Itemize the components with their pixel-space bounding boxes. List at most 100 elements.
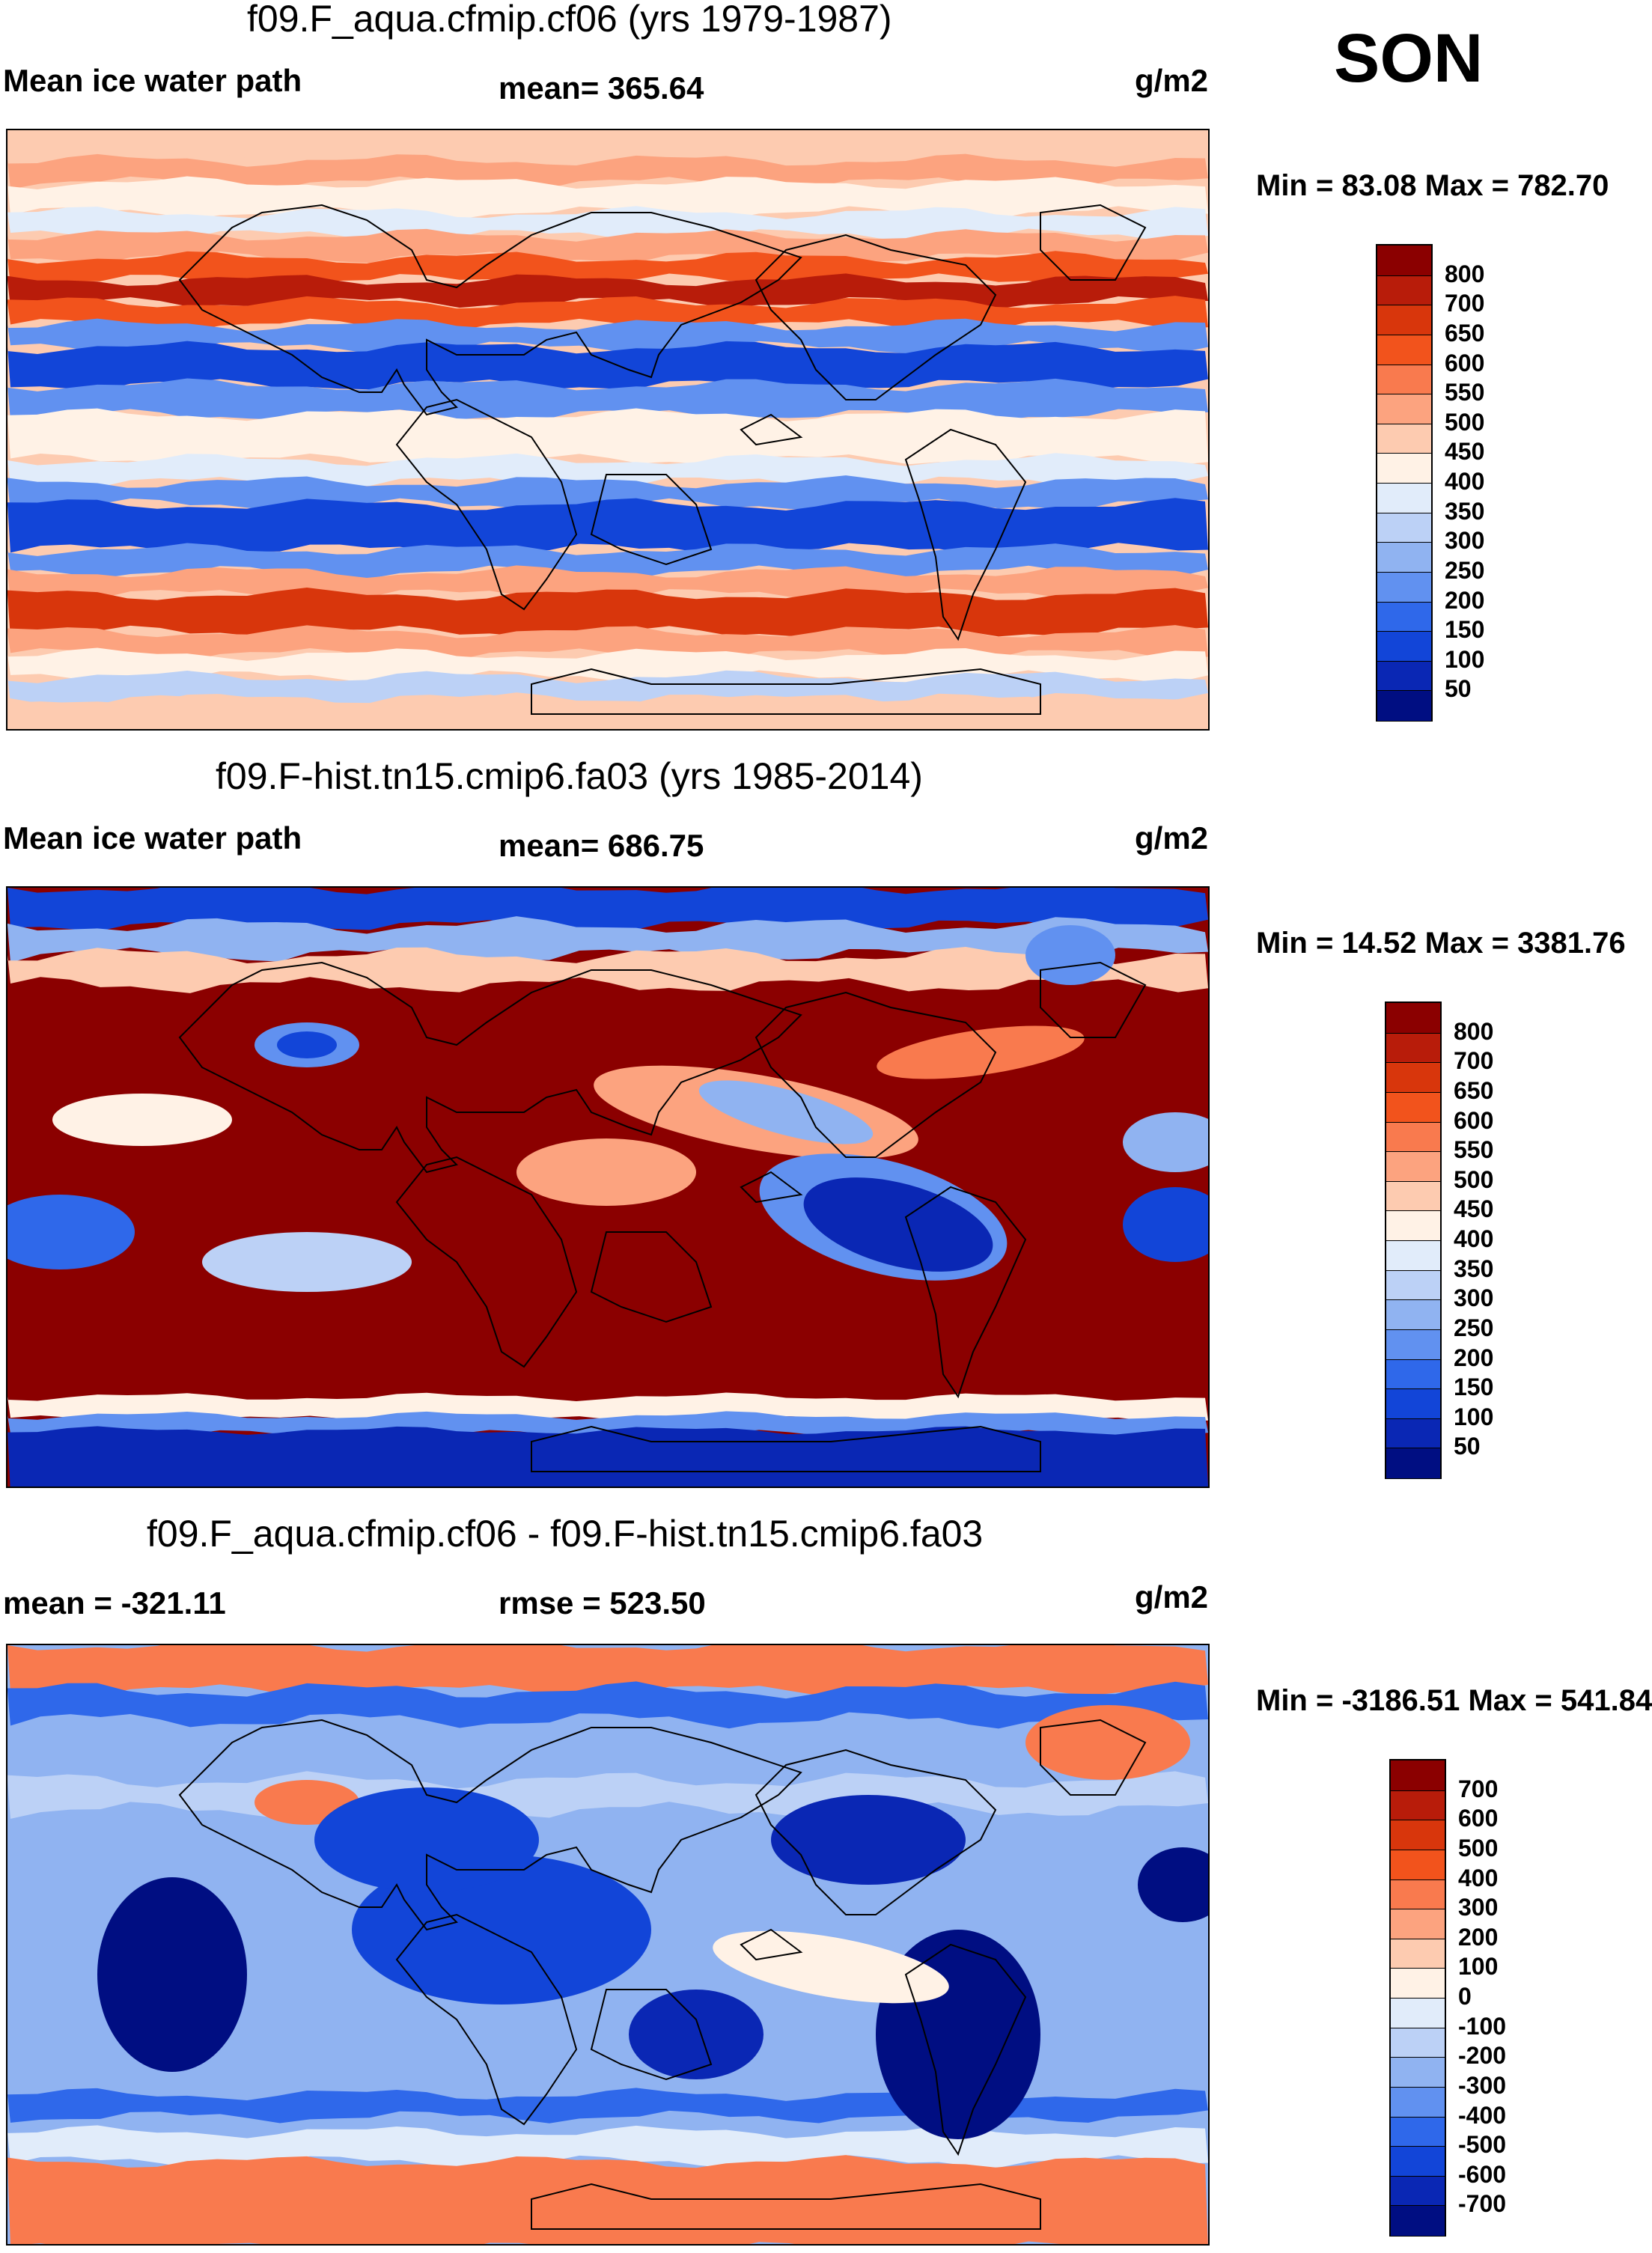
contour-band (7, 647, 1208, 683)
colorbar-tick-label: 700 (1454, 1047, 1494, 1075)
coastline (740, 413, 803, 446)
colorbar-swatch (1391, 1760, 1445, 1791)
colorbar-tick-label: 200 (1458, 1923, 1499, 1951)
colorbar-tick-label: 450 (1454, 1195, 1494, 1223)
contour-band (7, 296, 1208, 332)
colorbar-tick-label: 650 (1445, 319, 1485, 347)
colorbar-tick-label: 550 (1445, 379, 1485, 406)
coastline (1040, 961, 1147, 1038)
colorbar-tick-label: 700 (1458, 1775, 1499, 1802)
min-max-label: Min = 83.08 Max = 782.70 (1256, 169, 1609, 202)
colorbar-tick-label: 300 (1458, 1894, 1499, 1921)
colorbar-swatch (1377, 275, 1431, 306)
contour-blob (516, 1138, 696, 1206)
contour-band (7, 341, 1208, 391)
coastline (395, 1156, 578, 1368)
coastline (590, 1231, 713, 1323)
contour-blob (698, 1080, 874, 1144)
coastline (531, 1425, 1041, 1472)
colorbar-tick-label: -500 (1458, 2131, 1507, 2159)
colorbar-tick-label: 300 (1445, 527, 1485, 555)
colorbar-tick-label: 250 (1454, 1314, 1494, 1341)
contour-blob (713, 1930, 949, 2004)
colorbar-swatch (1391, 1938, 1445, 1969)
map-panel-difference (6, 1644, 1210, 2246)
colorbar-swatch (1377, 542, 1431, 573)
contour-band (7, 498, 1208, 556)
colorbar-tick-label: 400 (1458, 1864, 1499, 1891)
colorbar-swatch (1391, 1998, 1445, 2028)
variable-label: Mean ice water path (3, 63, 302, 98)
contour-band (7, 2155, 1208, 2244)
colorbar-tick-label: 500 (1454, 1165, 1494, 1193)
mean-label: mean = -321.11 (3, 1585, 226, 1621)
colorbar-swatch (1391, 2116, 1445, 2147)
coastline (904, 1186, 1027, 1399)
colorbar-swatch (1391, 1879, 1445, 1910)
colorbar-swatch (1377, 246, 1431, 276)
contour-blob (1123, 1112, 1208, 1172)
contour-band (7, 1392, 1208, 1424)
colorbar-swatch (1386, 1359, 1440, 1390)
colorbar-tick-label: 0 (1458, 1983, 1472, 2010)
colorbar-swatch (1377, 305, 1431, 335)
mean-label: mean= 686.75 (499, 828, 704, 863)
colorbar-tick-label: 450 (1445, 438, 1485, 466)
colorbar-swatch (1391, 2205, 1445, 2236)
coastline (178, 204, 802, 416)
min-max-label: Min = 14.52 Max = 3381.76 (1256, 927, 1626, 960)
contour-blob (97, 1877, 247, 2072)
colorbar-swatch (1391, 1820, 1445, 1850)
season-label: SON (1334, 20, 1484, 97)
variable-label: Mean ice water path (3, 820, 302, 856)
rmse-label: rmse = 523.50 (499, 1585, 706, 1621)
map-plot (7, 1645, 1208, 2244)
coastline (1040, 1719, 1147, 1796)
colorbar-tick-label: 700 (1445, 290, 1485, 317)
colorbar-tick-label: 600 (1445, 349, 1485, 376)
colorbar-swatch (1391, 2027, 1445, 2058)
coastline (755, 234, 997, 400)
colorbar-swatch (1391, 1790, 1445, 1821)
colorbar-tick-label: 500 (1445, 408, 1485, 436)
contour-blob (202, 1232, 412, 1292)
colorbar-tick-label: -700 (1458, 2190, 1507, 2218)
contour-band (7, 2125, 1208, 2168)
colorbar-swatch (1386, 1180, 1440, 1212)
colorbar-swatch (1377, 660, 1431, 692)
contour-band (7, 916, 1208, 963)
coastline (755, 991, 997, 1158)
colorbar (1385, 1001, 1442, 1479)
colorbar-swatch (1386, 1003, 1440, 1034)
contour-blob (7, 1195, 135, 1269)
colorbar-tick-label: 250 (1445, 556, 1485, 584)
colorbar-tick-label: 350 (1454, 1254, 1494, 1282)
colorbar (1389, 1759, 1446, 2237)
coastline (590, 1989, 713, 2081)
colorbar-tick-label: 150 (1454, 1374, 1494, 1401)
colorbar-tick-label: 150 (1445, 616, 1485, 644)
coastline (1040, 204, 1147, 281)
colorbar-swatch (1377, 453, 1431, 484)
colorbar-tick-label: 550 (1454, 1136, 1494, 1164)
contour-band (7, 625, 1208, 661)
colorbar-swatch (1386, 1448, 1440, 1478)
colorbar-swatch (1386, 1418, 1440, 1449)
colorbar-swatch (1377, 512, 1431, 543)
colorbar-tick-label: 650 (1454, 1076, 1494, 1104)
colorbar-tick-label: 600 (1458, 1805, 1499, 1832)
contour-blob (877, 1025, 1085, 1079)
contour-band (7, 378, 1208, 421)
colorbar-swatch (1377, 334, 1431, 365)
colorbar-swatch (1386, 1269, 1440, 1301)
colorbar-swatch (1377, 571, 1431, 603)
map-panel-hist (6, 886, 1210, 1488)
contour-blob (1123, 1187, 1208, 1262)
colorbar-swatch (1391, 1849, 1445, 1880)
contour-band (7, 153, 1208, 189)
contour-blob (52, 1094, 232, 1146)
colorbar-swatch (1377, 483, 1431, 513)
contour-blob (277, 1031, 337, 1058)
contour-blob (314, 1787, 539, 1892)
colorbar-swatch (1386, 1062, 1440, 1093)
